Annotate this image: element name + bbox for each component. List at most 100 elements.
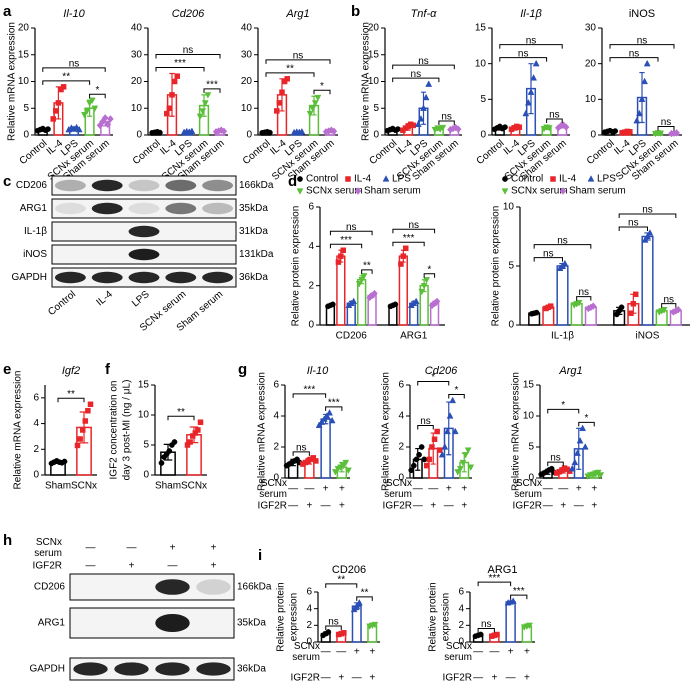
significance-bracket — [609, 44, 675, 49]
y-tick-label: 10 — [475, 58, 487, 69]
data-point — [79, 427, 86, 433]
y-tick-label: 10 — [523, 411, 535, 422]
condition-sign: — — [127, 543, 137, 554]
y-tick-label: 20 — [585, 58, 597, 69]
condition-sign: — — [86, 561, 96, 572]
error-bar — [354, 602, 360, 611]
blot-band — [196, 579, 231, 595]
y-tick-label: 0 — [508, 320, 514, 331]
significance-bracket — [42, 67, 106, 72]
blot-label: CD206 — [34, 582, 66, 593]
significance-label: ns — [628, 218, 639, 229]
error-bar — [530, 312, 538, 315]
significance-label: * — [427, 264, 431, 275]
significance-bracket — [89, 93, 106, 99]
data-point — [633, 116, 641, 124]
blot-label: ARG1 — [38, 618, 66, 629]
data-point — [464, 447, 472, 454]
error-bar — [507, 600, 514, 604]
error-bar — [528, 63, 534, 115]
significance-label: ** — [363, 260, 371, 271]
legend-label: LPS — [392, 174, 411, 185]
data-point — [309, 105, 317, 113]
panel-letter: a — [3, 3, 12, 20]
legend-marker — [297, 176, 303, 182]
error-bar — [559, 263, 566, 269]
error-bar — [71, 126, 77, 131]
condition-sign: — — [321, 647, 331, 658]
x-tick-label: IL-1β — [551, 331, 574, 342]
data-point — [74, 442, 81, 449]
significance-label: ns — [526, 35, 537, 46]
error-bar — [420, 91, 427, 125]
error-bar — [491, 633, 498, 637]
chart-title: Cd206 — [172, 8, 205, 20]
error-bar — [40, 127, 46, 132]
legend-label: SCNx serum — [306, 186, 363, 197]
condition-label: SCNx — [294, 641, 320, 652]
y-tick-label: 2 — [306, 620, 312, 631]
condition-sign: — — [321, 673, 331, 684]
blot-band — [54, 271, 86, 284]
error-bar — [560, 467, 566, 474]
condition-label: serum — [444, 652, 472, 663]
x-tick-label: Control — [241, 138, 273, 167]
y-axis-label: Relative mRNA expression — [257, 372, 268, 491]
bar — [641, 235, 654, 326]
chart-title: CD206 — [332, 564, 366, 576]
error-bar — [338, 632, 344, 636]
y-tick-label: 15 — [138, 380, 150, 391]
blot-strip — [69, 657, 235, 681]
blot-strip — [69, 573, 235, 601]
chart-title: Il-10 — [63, 8, 85, 20]
data-point — [421, 456, 428, 463]
data-point — [408, 467, 415, 474]
condition-sign: + — [461, 484, 467, 495]
significance-bracket — [477, 581, 512, 587]
y-tick-label: 5 — [480, 94, 486, 105]
y-tick-label: 2 — [273, 442, 279, 453]
significance-bracket — [533, 244, 592, 249]
y-tick-label: 6 — [33, 392, 39, 403]
blot-size: 36kDa — [237, 664, 266, 675]
y-tick-label: 4 — [458, 603, 464, 614]
y-tick-label: 4 — [398, 411, 404, 422]
data-point — [75, 125, 83, 133]
error-bar — [436, 126, 442, 131]
y-tick-label: 5 — [373, 103, 379, 114]
error-bar — [671, 131, 677, 135]
error-bar — [306, 457, 313, 465]
significance-label: ns — [418, 56, 429, 67]
data-point — [524, 99, 532, 106]
bar — [505, 601, 516, 643]
error-bar — [544, 125, 550, 130]
error-bar — [446, 401, 452, 456]
data-point — [276, 100, 283, 106]
significance-bracket — [547, 461, 564, 467]
significance-bracket — [361, 269, 373, 274]
condition-label: IGF2R — [291, 673, 320, 684]
error-bar — [658, 309, 665, 313]
condition-label: serum — [384, 489, 412, 500]
legend-marker — [345, 176, 351, 182]
condition-label: serum — [34, 548, 62, 559]
blot-label: GAPDH — [29, 664, 65, 675]
lane-label: IL-4 — [95, 289, 116, 309]
data-point — [456, 466, 464, 473]
significance-bracket — [576, 296, 592, 301]
significance-bracket — [510, 594, 528, 600]
bar — [556, 265, 569, 326]
y-tick-label: 5 — [508, 261, 514, 272]
data-point — [576, 436, 584, 444]
significance-label: ns — [637, 35, 648, 46]
condition-label: SCNx — [36, 537, 62, 548]
y-tick-label: 15 — [18, 49, 30, 60]
data-point — [313, 458, 319, 464]
significance-label: ns — [69, 58, 80, 69]
blot-band — [128, 248, 160, 261]
significance-bracket — [42, 80, 91, 85]
significance-label: * — [561, 400, 565, 411]
significance-bracket — [325, 625, 342, 630]
condition-sign: — — [506, 673, 516, 684]
error-bar — [79, 411, 89, 444]
